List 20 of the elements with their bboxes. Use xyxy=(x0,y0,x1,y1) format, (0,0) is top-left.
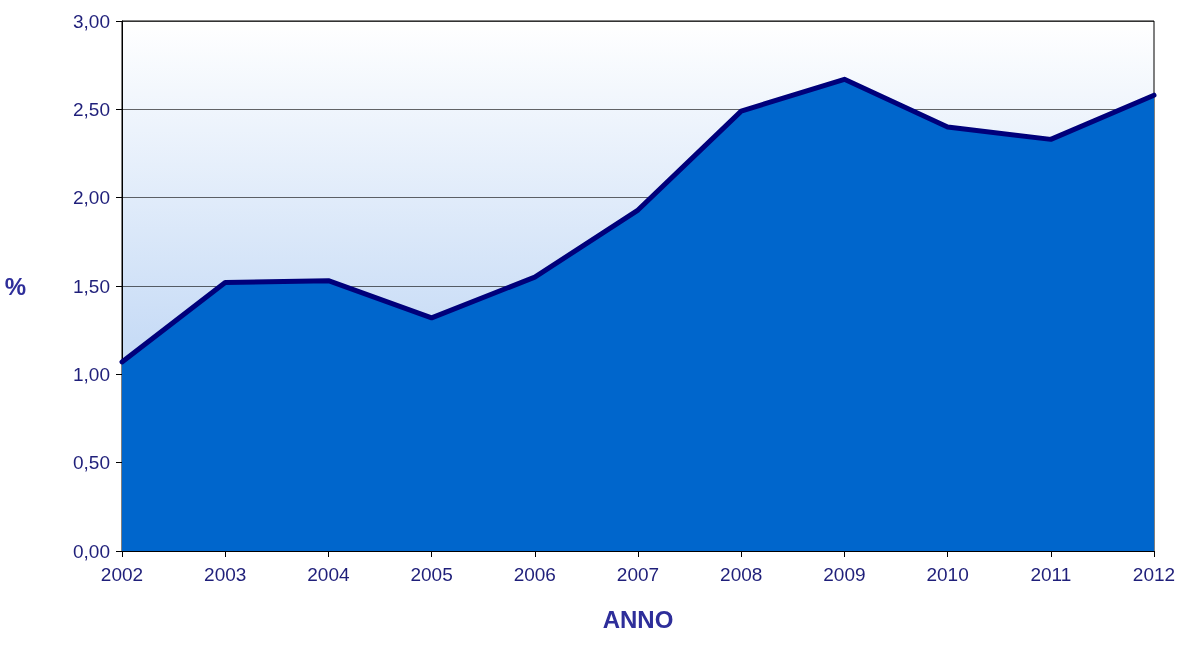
y-axis-title: % xyxy=(4,272,26,300)
x-tick-label: 2007 xyxy=(616,564,660,585)
y-tick-label: 1,50 xyxy=(73,275,110,297)
y-tick-label: 1,00 xyxy=(73,363,110,385)
x-tick-label: 2006 xyxy=(513,564,556,585)
x-tick-label: 2005 xyxy=(410,564,453,585)
x-tick-label: 2010 xyxy=(926,564,969,585)
y-tick-label: 3,00 xyxy=(73,10,110,32)
y-tick-label: 2,50 xyxy=(73,98,110,120)
x-tick-label: 2012 xyxy=(1132,564,1176,585)
x-tick-label: 2002 xyxy=(100,564,144,585)
y-tick-label: 0,50 xyxy=(73,452,110,474)
y-tick-label: 0,00 xyxy=(73,540,110,562)
x-axis-title: ANNO xyxy=(602,605,674,633)
x-tick-label: 2004 xyxy=(307,564,350,585)
x-tick-label: 2011 xyxy=(1030,564,1072,585)
x-tick-label: 2003 xyxy=(204,564,247,585)
y-tick-label: 2,00 xyxy=(73,187,110,209)
x-tick-label: 2008 xyxy=(720,564,763,585)
x-tick-label: 2009 xyxy=(823,564,866,585)
